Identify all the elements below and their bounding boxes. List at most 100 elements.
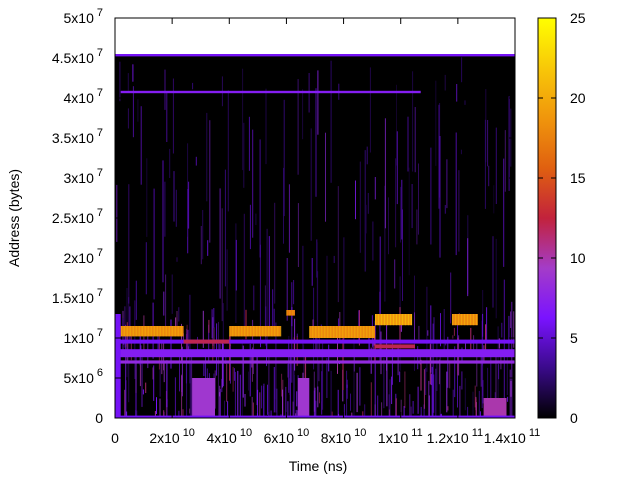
heatmap-streak [208,320,209,333]
heatmap-block-stripe [166,326,167,336]
heatmap-streak [156,397,157,414]
heatmap-streak [445,75,446,91]
heatmap-streak [380,237,381,323]
heatmap-streak [431,374,432,385]
heatmap-streak [302,89,303,139]
heatmap-streak [331,61,332,183]
heatmap-streak [259,392,260,418]
heatmap-streak [125,325,126,418]
heatmap-streak [218,322,219,418]
heatmap-streak [427,330,428,335]
heatmap-streak [450,273,451,324]
heatmap-streak [196,157,197,166]
heatmap-streak [375,177,376,199]
heatmap-band [115,349,515,357]
heatmap-streak [424,369,425,409]
heatmap-streak [137,99,138,121]
heatmap-streak [394,259,395,288]
heatmap-block-stripe [360,326,361,338]
heatmap-streak [317,387,318,408]
x-axis-label: Time (ns) [289,458,348,474]
heatmap-streak [225,170,226,287]
heatmap-streak [357,373,358,412]
heatmap-streak [511,381,512,397]
heatmap-streak [290,378,291,395]
heatmap-streak [189,409,190,414]
heatmap-block-stripe [330,326,331,338]
heatmap-block-stripe [366,326,367,338]
x-tick-label: 0 [111,430,119,446]
heatmap-streak [432,367,433,418]
heatmap-block-stripe [384,314,385,325]
heatmap-streak [202,210,203,259]
heatmap-streak [429,395,430,418]
heatmap-streak [414,312,415,341]
heatmap-streak [386,357,387,406]
heatmap-streak [459,386,460,418]
heatmap-streak [228,90,229,211]
heatmap-streak [365,150,366,272]
heatmap-streak [152,367,153,379]
heatmap-streak [435,369,436,418]
heatmap-block-stripe [241,326,242,336]
heatmap-streak [119,62,120,101]
heatmap-streak [161,341,162,374]
heatmap-streak [222,208,223,321]
heatmap-streak [192,83,193,89]
heatmap-block-stripe [121,326,122,336]
heatmap-streak [360,162,361,253]
heatmap-band [115,54,515,56]
heatmap-streak [187,143,188,237]
heatmap-streak [487,120,488,166]
heatmap-streak [343,338,344,390]
heatmap-streak [493,185,494,213]
heatmap-streak [276,389,277,418]
heatmap-streak [328,345,329,372]
heatmap-streak [268,357,269,418]
heatmap-block [298,378,309,416]
heatmap-block-stripe [280,326,281,336]
heatmap-streak [128,184,129,303]
heatmap-streak [267,385,268,415]
heatmap-streak [415,107,416,172]
heatmap-streak [203,363,204,376]
heatmap-block-stripe [274,326,275,336]
heatmap-streak [485,120,486,209]
heatmap-streak [445,205,446,214]
heatmap-streak [454,328,455,336]
heatmap-streak [338,186,339,302]
heatmap-streak [327,256,328,329]
heatmap-streak [371,382,372,418]
heatmap-band [115,360,515,363]
heatmap-block-stripe [232,326,233,336]
heatmap-streak [473,392,474,418]
heatmap-streak [426,287,427,372]
heatmap-streak [165,275,166,334]
heatmap-streak [326,358,327,398]
heatmap-block-stripe [277,326,278,336]
heatmap-streak [435,81,436,166]
heatmap-streak [188,346,189,349]
heatmap-streak [244,214,245,330]
heatmap-streak [453,390,454,418]
heatmap-streak [224,401,225,418]
heatmap-streak [409,168,410,276]
heatmap-streak [298,79,299,175]
heatmap-streak [412,184,413,228]
heatmap-streak [227,249,228,310]
heatmap-streak [213,308,214,328]
heatmap-streak [359,367,360,405]
heatmap-streak [261,386,262,409]
heatmap-streak [505,130,506,192]
heatmap-streak [434,317,435,341]
heatmap-block-stripe [467,314,468,325]
heatmap-streak [297,334,298,338]
heatmap-streak [404,372,405,408]
heatmap-streak [319,392,320,403]
heatmap-streak [219,386,220,418]
heatmap-block-stripe [455,314,456,325]
